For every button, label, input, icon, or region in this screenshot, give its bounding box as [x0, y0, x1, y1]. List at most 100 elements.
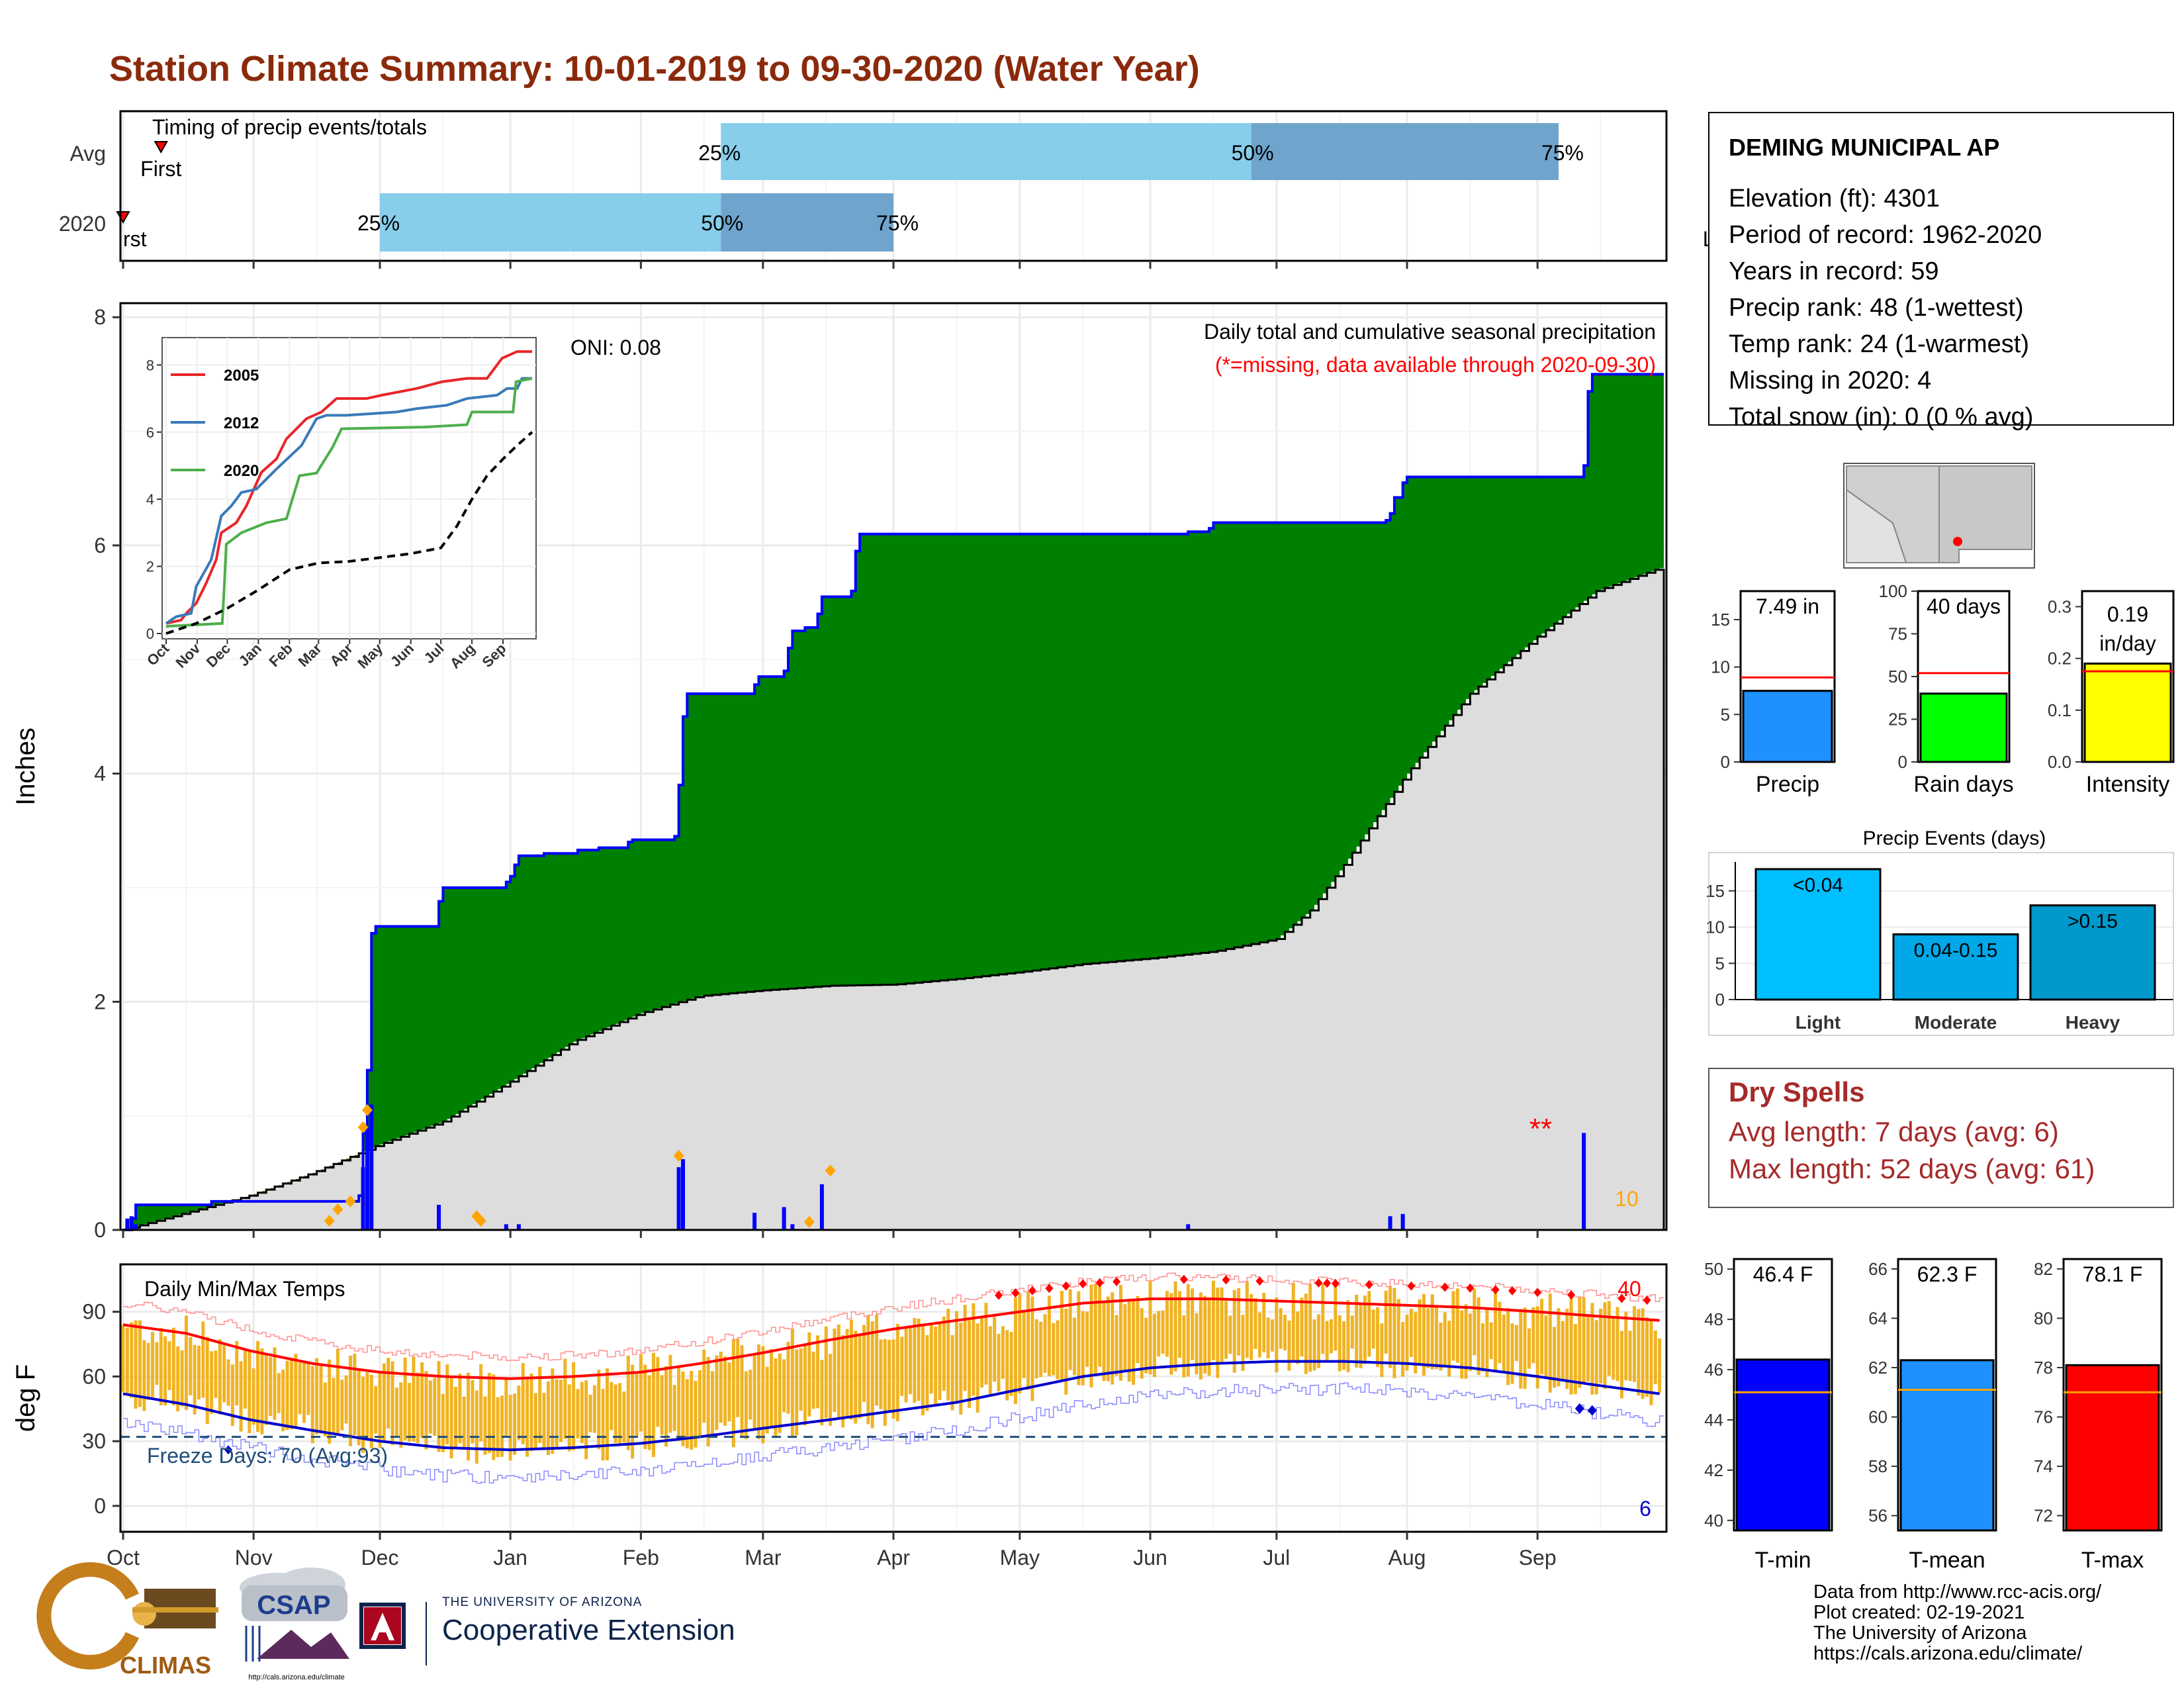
daily-temp-range — [538, 1366, 542, 1443]
daily-temp-range — [1304, 1293, 1308, 1374]
daily-temp-range — [167, 1341, 171, 1390]
daily-precip-bar — [516, 1224, 521, 1230]
daily-temp-range — [740, 1345, 744, 1438]
daily-temp-range — [1553, 1327, 1557, 1388]
daily-temp-range — [1056, 1320, 1060, 1380]
daily-temp-range — [1561, 1321, 1565, 1382]
daily-temp-range — [643, 1364, 647, 1450]
event-marker — [673, 1149, 684, 1162]
mini-bar — [1899, 1359, 1995, 1532]
mini-y-tick-label: 0 — [1898, 752, 1907, 772]
daily-temp-range — [1296, 1311, 1300, 1364]
daily-temp-range — [997, 1334, 1001, 1391]
mini-y-tick-label: 82 — [2034, 1259, 2053, 1279]
daily-temp-range — [610, 1382, 614, 1430]
daily-temp-range — [639, 1354, 643, 1432]
climas-logo: CLIMAS — [36, 1562, 218, 1679]
credit-line: https://cals.arizona.edu/climate/ — [1813, 1643, 2083, 1664]
mini-y-tick-label: 76 — [2034, 1407, 2053, 1427]
daily-temp-range — [138, 1320, 142, 1407]
daily-temp-range — [988, 1326, 992, 1395]
timing-panel: 25%50%75%FirstLast25%50%75%rstLast Timin… — [59, 110, 1794, 269]
hot-day-marker — [1567, 1290, 1576, 1300]
daily-temp-range — [193, 1344, 197, 1415]
daily-temp-range — [1253, 1298, 1257, 1349]
events-bar-label: 0.04-0.15 — [1914, 939, 1998, 961]
events-bar — [2029, 904, 2156, 1001]
daily-temp-range — [803, 1344, 807, 1426]
daily-temp-range — [1346, 1300, 1350, 1372]
daily-temp-range — [749, 1370, 752, 1420]
cumulative-surplus-area — [123, 374, 1664, 1230]
daily-temp-range — [1586, 1315, 1590, 1382]
events-category-label: Moderate — [1915, 1012, 1997, 1033]
credit-line: Plot created: 02-19-2021 — [1813, 1602, 2025, 1623]
month-label: Jun — [1133, 1546, 1167, 1570]
daily-temp-range — [1237, 1288, 1241, 1356]
events-chart-frame — [1708, 852, 2174, 1036]
mini-y-tick-label: 75 — [1888, 624, 1907, 644]
daily-temp-range — [428, 1380, 432, 1434]
mini-y-tick-label: 78 — [2034, 1358, 2053, 1378]
timing-p75-label: 75% — [876, 211, 919, 235]
ua-line-1: THE UNIVERSITY OF ARIZONA — [442, 1595, 643, 1609]
inset-y-tick-label: 4 — [146, 491, 154, 508]
daily-temp-range — [1375, 1307, 1379, 1368]
daily-temp-range — [281, 1370, 285, 1432]
daily-temp-range — [1473, 1288, 1477, 1356]
mini-y-tick-label: 56 — [1868, 1506, 1888, 1526]
daily-temp-range — [719, 1351, 723, 1423]
cold-day-marker — [1574, 1403, 1584, 1414]
daily-temp-range — [1439, 1322, 1443, 1371]
daily-temp-range — [980, 1317, 984, 1388]
daily-temp-range — [1132, 1300, 1136, 1385]
daily-temp-range — [1527, 1328, 1531, 1369]
month-label: Nov — [235, 1546, 273, 1570]
month-label: May — [1000, 1546, 1040, 1570]
daily-precip-bar — [129, 1216, 134, 1230]
mini-value-label: 40 days — [1927, 594, 2001, 618]
daily-temp-range — [302, 1362, 306, 1423]
daily-temp-range — [1262, 1293, 1266, 1352]
daily-temp-range — [1043, 1314, 1047, 1373]
events-y-tick-label: 10 — [1706, 917, 1725, 937]
daily-temp-range — [348, 1355, 352, 1446]
month-label: Jul — [1263, 1546, 1290, 1570]
daily-temp-range — [1257, 1312, 1261, 1358]
mini-value-label: 62.3 F — [1917, 1262, 1978, 1286]
daily-temp-range — [723, 1356, 727, 1426]
daily-temp-range — [525, 1379, 529, 1457]
daily-temp-range — [1195, 1313, 1199, 1375]
daily-temp-range — [353, 1353, 357, 1435]
mini-y-tick-label: 0.2 — [2048, 649, 2071, 669]
hot-day-marker — [995, 1290, 1003, 1300]
mini-y-tick-label: 50 — [1704, 1259, 1723, 1279]
daily-temp-range — [1018, 1293, 1022, 1394]
daily-temp-range — [774, 1358, 778, 1438]
daily-temp-range — [1009, 1332, 1013, 1396]
events-y-tick-label: 0 — [1715, 990, 1725, 1009]
daily-temp-range — [390, 1361, 394, 1446]
daily-temp-range — [1540, 1299, 1544, 1374]
mini-bar — [2083, 662, 2172, 763]
mini-y-tick-label: 40 — [1704, 1511, 1723, 1530]
daily-temp-range — [993, 1317, 997, 1382]
daily-temp-range — [171, 1327, 175, 1405]
daily-temp-range — [1599, 1308, 1603, 1383]
dry-spells-avg: Avg length: 7 days (avg: 6) — [1729, 1116, 2059, 1147]
daily-temp-range — [1422, 1293, 1426, 1376]
daily-temp-range — [449, 1378, 453, 1459]
daily-temp-range — [710, 1371, 714, 1436]
daily-temp-range — [694, 1380, 698, 1448]
daily-temp-range — [340, 1380, 344, 1430]
daily-temp-range — [1308, 1284, 1312, 1372]
daily-temp-range — [934, 1326, 938, 1404]
daily-temp-range — [441, 1393, 445, 1452]
mini-category-label: T-min — [1755, 1548, 1811, 1573]
y-tick-label: 6 — [94, 534, 106, 557]
daily-temp-range — [1136, 1295, 1140, 1364]
timing-bar-25-50 — [380, 193, 721, 252]
daily-temp-range — [1157, 1311, 1161, 1357]
timing-p25-label: 25% — [357, 211, 400, 235]
y-tick-label: 30 — [82, 1429, 106, 1453]
